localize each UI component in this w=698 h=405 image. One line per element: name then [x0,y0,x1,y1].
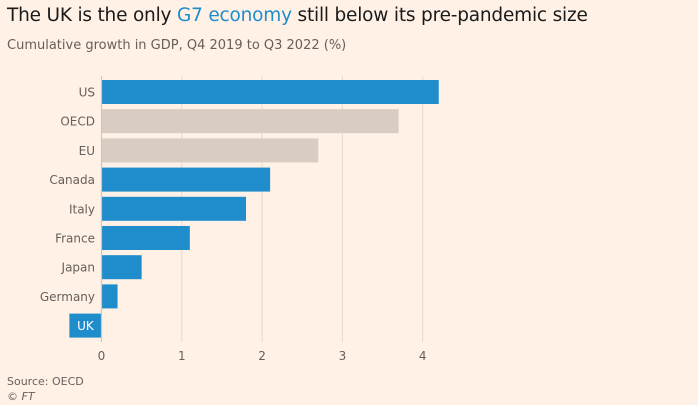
category-label: Germany [40,290,95,304]
category-label: US [79,86,95,100]
bar-oecd [101,109,399,134]
chart-title: The UK is the only G7 economy still belo… [7,5,588,26]
source-note: Source: OECD [7,375,84,388]
category-label: France [55,232,95,246]
title-highlight: G7 economy [176,5,292,26]
category-label: Canada [49,173,95,187]
bar-eu [101,138,319,163]
bar-canada [101,167,271,192]
category-label: Italy [69,202,95,216]
bar-italy [101,196,247,221]
x-tick-label: 3 [339,349,347,363]
bar-us [101,80,439,104]
category-label: UK [77,319,95,333]
copyright: © FT [7,390,35,403]
footer: Source: OECD © FT [7,374,84,404]
chart-subtitle: Cumulative growth in GDP, Q4 2019 to Q3 … [7,38,347,53]
title-text-start: The UK is the only [7,5,177,26]
x-tick-label: 0 [98,349,106,363]
category-label: Japan [61,261,95,275]
category-label: OECD [60,115,95,129]
bar-germany [101,284,118,309]
x-tick-labels: 0 1 2 3 4 [98,349,427,363]
category-label: EU [79,144,95,158]
x-tick-label: 1 [178,349,186,363]
bar-uk [69,313,102,338]
title-text-end: still below its pre-pandemic size [291,5,588,26]
bar-japan [101,255,142,280]
x-tick-label: 2 [258,349,266,363]
x-tick-label: 4 [419,349,427,363]
category-labels: US OECD EU Canada Italy France Japan Germany UK [40,86,95,334]
bar-france [101,226,190,250]
bars [69,80,439,338]
